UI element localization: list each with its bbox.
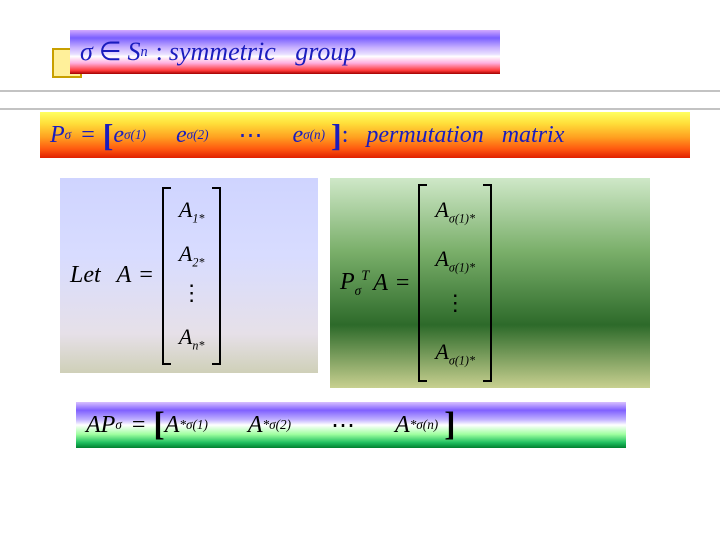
AP-sub: σ [115,417,122,433]
A-row-2: A2* [179,241,205,270]
A-c2-sub: *σ(2) [263,417,291,433]
A-row-1: A1* [179,197,205,226]
en-sub: σ(n) [303,127,325,143]
left-bracket-3: [ [153,406,164,444]
divider-top [0,90,720,92]
e2: e [176,122,187,149]
AP: AP [86,412,115,439]
equals: = [81,122,95,149]
equals3: = [132,412,146,439]
pta-row-2: Aσ(1)* [435,246,475,275]
A-column: A1* A2* ⋮ An* [173,191,211,361]
P: P [50,122,65,149]
left-bracket: [ [103,117,114,154]
right-bracket-3: ] [444,406,455,444]
pta-row-n: Aσ(1)* [435,339,475,368]
A-cn: A [395,412,410,439]
A: A [117,262,132,289]
A-row-n: An* [179,324,205,353]
colon2: : [342,122,349,149]
right-bracket-icon-2 [481,183,495,383]
right-bracket: ] [331,117,342,154]
e1: e [113,122,124,149]
e2-sub: σ(2) [187,127,209,143]
left-bracket-icon [159,186,173,366]
permutation-matrix-row: Pσ = [ eσ(1) eσ(2) ⋯ eσ(n) ] : permutati… [40,112,690,158]
A-c1: A [165,412,180,439]
PTA-panel: PσT A = Aσ(1)* Aσ(1)* ⋮ Aσ(1)* [330,178,650,388]
dots3: ⋯ [331,411,355,440]
sigma: σ [80,37,93,67]
S: S [127,37,140,67]
divider-bot [0,108,720,110]
symmetric-group-label: symmetric group [169,37,357,67]
P-sub: σ [65,127,72,143]
dots: ⋯ [238,121,262,150]
A-row-dots: ⋮ [181,280,203,306]
let-label: Let [60,262,101,289]
pta-row-1: Aσ(1)* [435,197,475,226]
pta-row-dots: ⋮ [444,290,466,316]
element-of: ∈ [99,37,122,67]
PTA-column: Aσ(1)* Aσ(1)* ⋮ Aσ(1)* [429,188,481,378]
let-A-panel: Let A = A1* A2* ⋮ An* [60,178,318,373]
symmetric-group-row: σ ∈ Sn : symmetric group [70,30,500,74]
A-c1-sub: *σ(1) [179,417,207,433]
right-bracket-icon [210,186,224,366]
n-sub: n [140,44,147,61]
e1-sub: σ(1) [124,127,146,143]
A2: A [373,270,388,297]
A-cn-sub: *σ(n) [410,417,438,433]
P-label: PσT [330,268,369,299]
A-c2: A [248,412,263,439]
left-bracket-icon-2 [415,183,429,383]
equals: = [139,262,153,289]
colon: : [156,37,163,67]
permutation-label: permutation matrix [366,122,564,149]
AP-row: APσ = [ A*σ(1) A*σ(2) ⋯ A*σ(n) ] [76,402,626,448]
equals2: = [396,270,410,297]
en: e [292,122,303,149]
